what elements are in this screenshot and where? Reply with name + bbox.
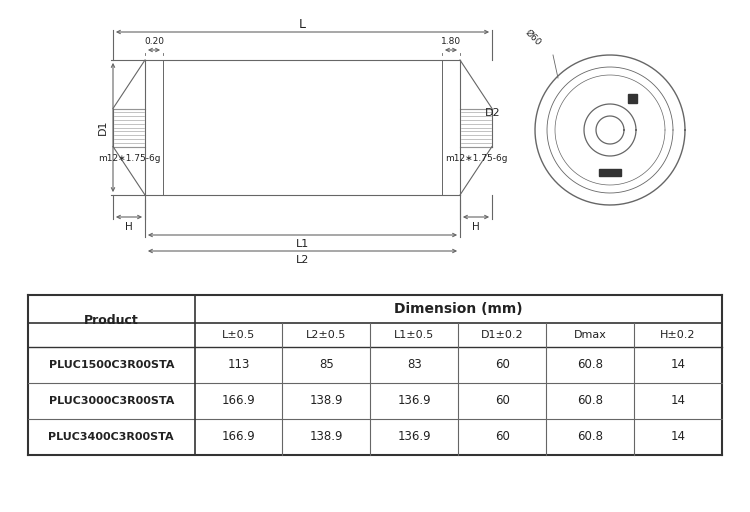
Text: 85: 85	[319, 358, 334, 372]
Text: Product: Product	[84, 314, 139, 328]
Text: D1: D1	[98, 120, 108, 135]
Text: 83: 83	[407, 358, 422, 372]
Text: L2±0.5: L2±0.5	[306, 330, 347, 340]
Text: H±0.2: H±0.2	[660, 330, 696, 340]
Text: L: L	[299, 17, 306, 31]
Text: 1.80: 1.80	[441, 37, 461, 47]
Text: 14: 14	[670, 431, 686, 443]
Text: PLUC3400C3R00STA: PLUC3400C3R00STA	[49, 432, 174, 442]
Text: L1±0.5: L1±0.5	[394, 330, 434, 340]
Text: 0.20: 0.20	[144, 37, 164, 47]
Text: 14: 14	[670, 395, 686, 408]
Text: m12∗1.75-6g: m12∗1.75-6g	[445, 154, 507, 163]
Text: Dmax: Dmax	[574, 330, 607, 340]
Text: H: H	[125, 222, 133, 232]
Text: 14: 14	[670, 358, 686, 372]
Text: 138.9: 138.9	[310, 431, 344, 443]
Text: 136.9: 136.9	[398, 431, 431, 443]
Text: PLUC3000C3R00STA: PLUC3000C3R00STA	[49, 396, 174, 406]
Text: 60: 60	[495, 358, 510, 372]
Text: Dimension (mm): Dimension (mm)	[394, 302, 523, 316]
Text: 138.9: 138.9	[310, 395, 344, 408]
Text: D2: D2	[485, 108, 501, 117]
Text: 136.9: 136.9	[398, 395, 431, 408]
Bar	[599, 168, 621, 176]
Text: L±0.5: L±0.5	[222, 330, 255, 340]
Text: 60.8: 60.8	[578, 431, 603, 443]
Text: PLUC1500C3R00STA: PLUC1500C3R00STA	[49, 360, 174, 370]
Text: Ø60: Ø60	[524, 28, 543, 48]
Text: 60: 60	[495, 395, 510, 408]
Text: L1: L1	[296, 239, 309, 249]
Text: 166.9: 166.9	[222, 395, 256, 408]
Text: D1±0.2: D1±0.2	[481, 330, 524, 340]
Text: 166.9: 166.9	[222, 431, 256, 443]
Bar	[628, 94, 637, 102]
Text: 113: 113	[227, 358, 250, 372]
Text: m12∗1.75-6g: m12∗1.75-6g	[98, 154, 160, 163]
Text: L2: L2	[296, 255, 309, 265]
Text: 60: 60	[495, 431, 510, 443]
Text: 60.8: 60.8	[578, 395, 603, 408]
Text: 60.8: 60.8	[578, 358, 603, 372]
Text: H: H	[472, 222, 480, 232]
